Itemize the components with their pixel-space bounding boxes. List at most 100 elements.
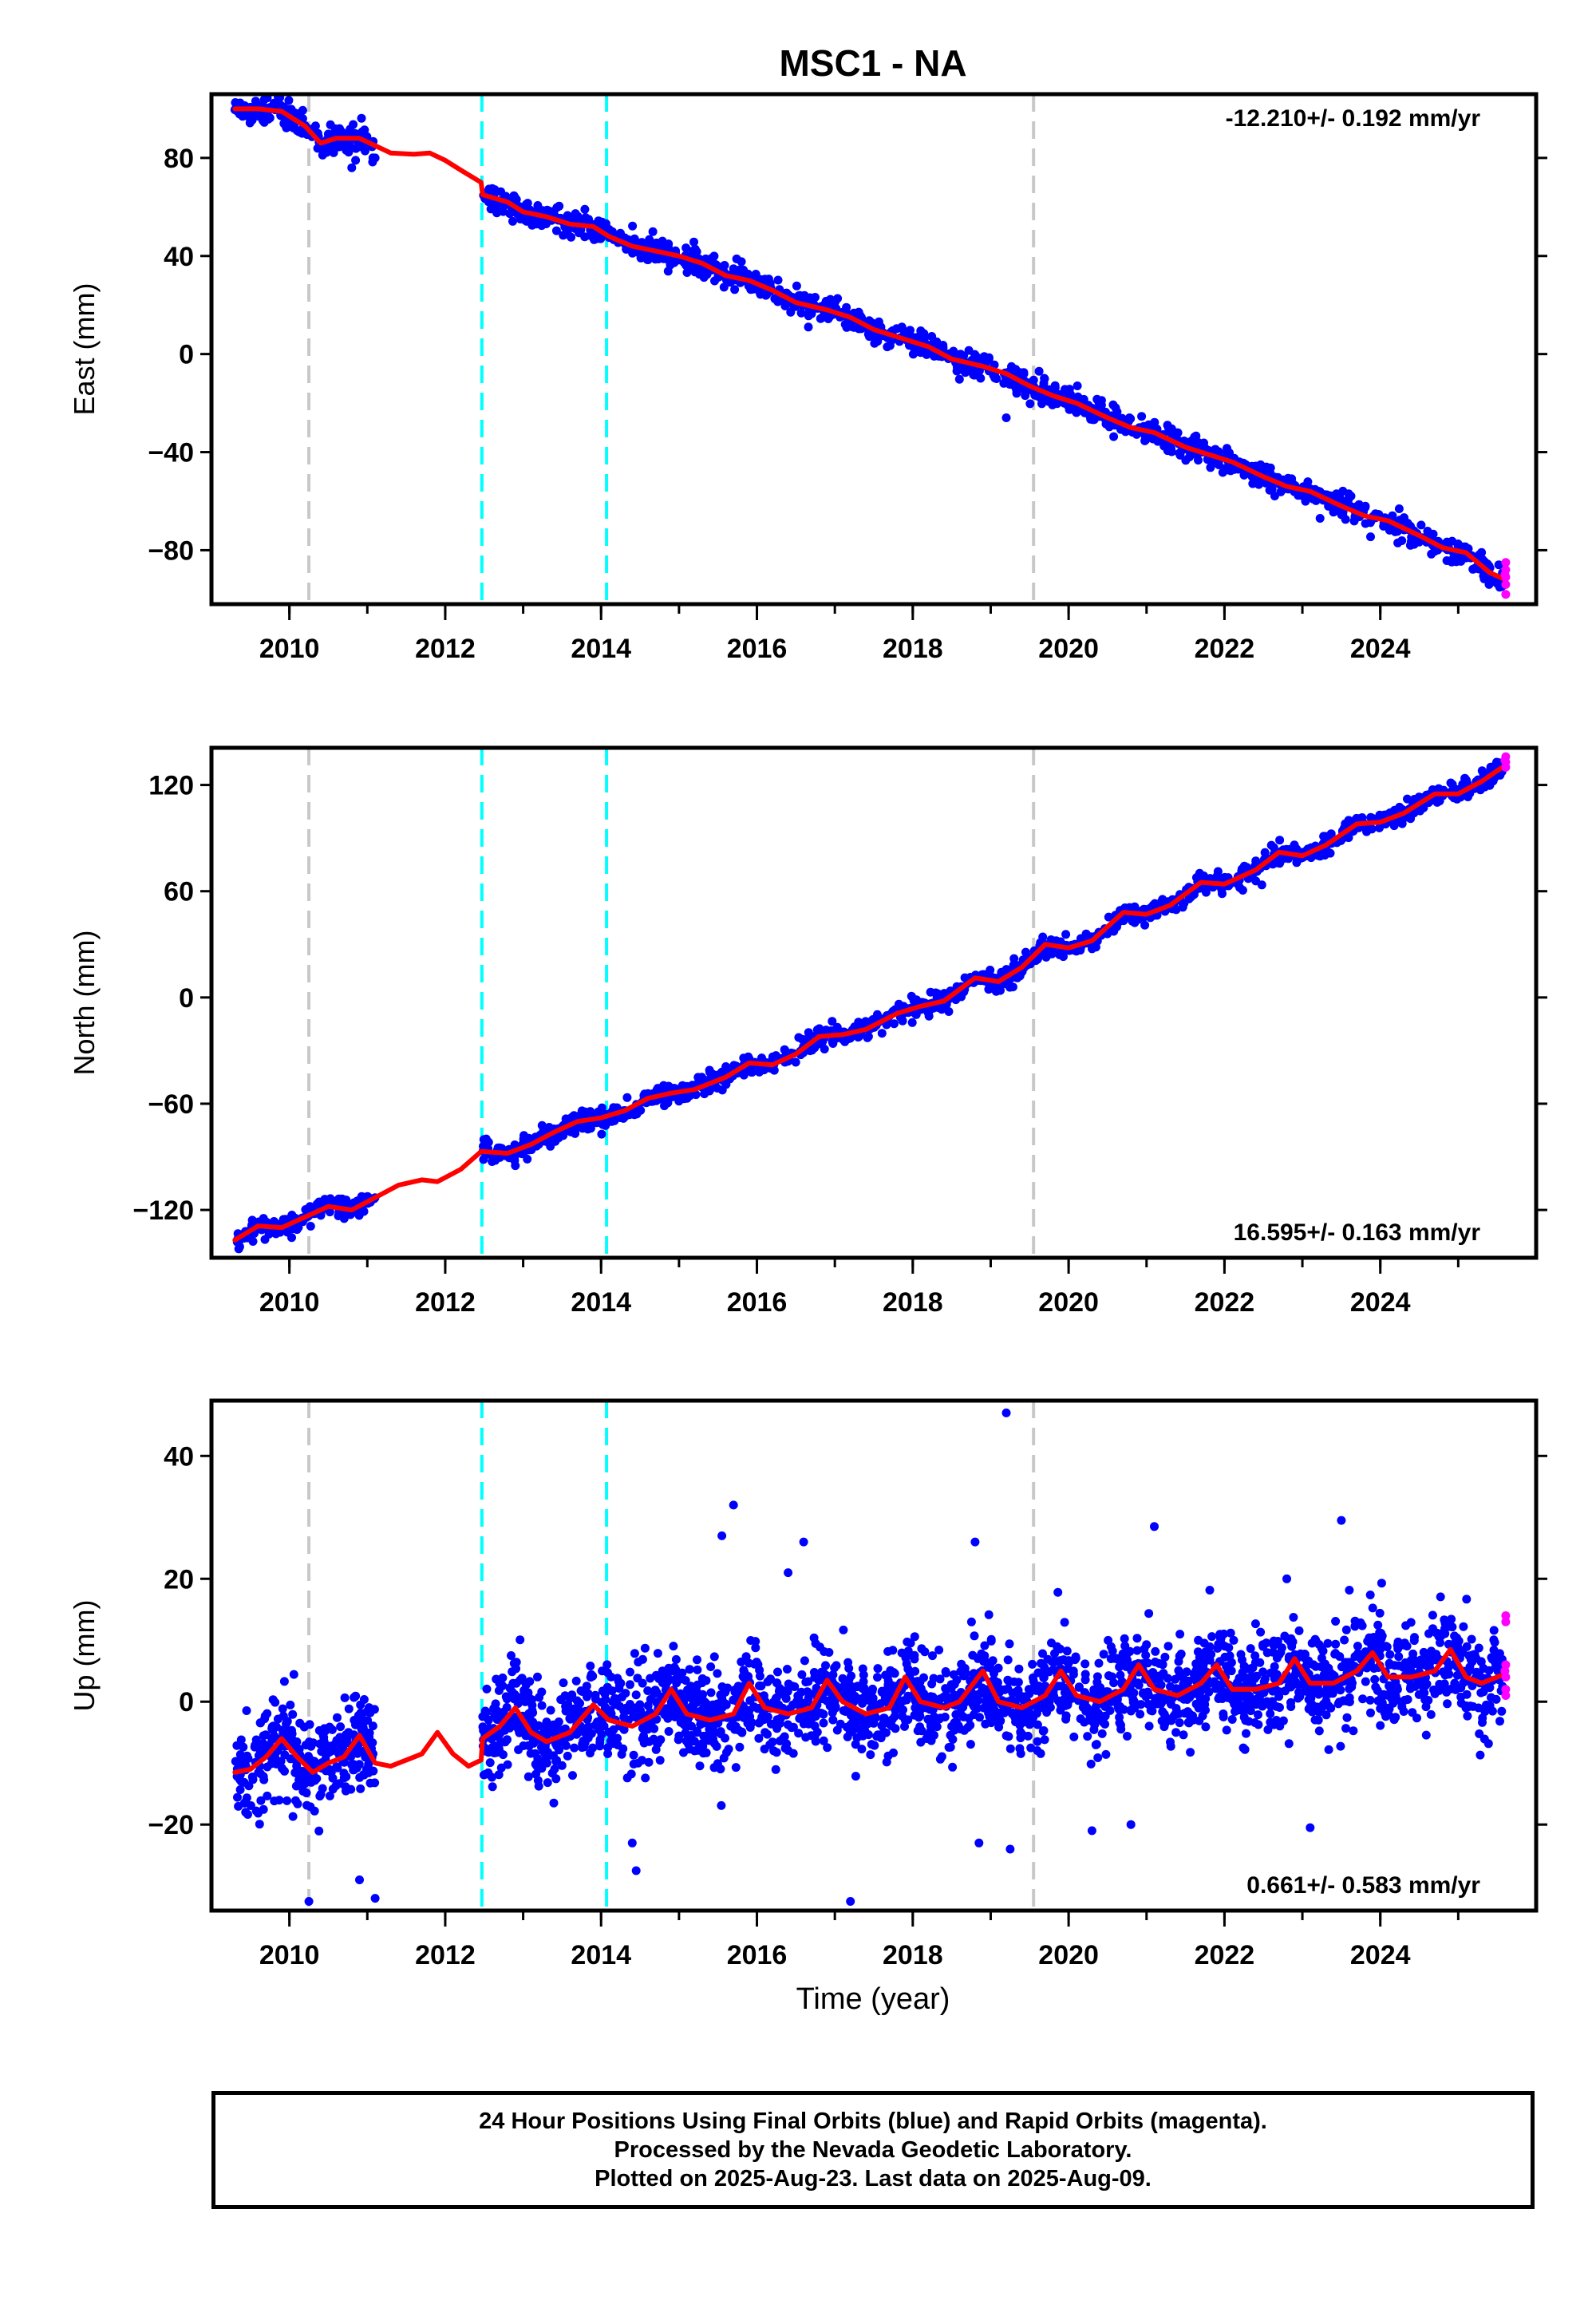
x-tick-label: 2020 <box>1038 634 1099 664</box>
final-orbit-point <box>325 1791 334 1800</box>
final-orbit-point <box>674 1097 684 1106</box>
final-orbit-point <box>1365 824 1375 833</box>
final-orbit-point <box>1207 1632 1217 1642</box>
final-orbit-point <box>1463 1711 1472 1721</box>
final-orbit-points <box>230 94 1508 592</box>
final-orbit-point <box>718 262 728 271</box>
final-orbit-point <box>1275 836 1285 845</box>
final-orbit-point <box>1256 460 1266 469</box>
final-orbit-point <box>287 1233 296 1243</box>
final-orbit-point <box>745 1723 755 1732</box>
final-orbit-point <box>755 1067 764 1077</box>
final-orbit-point <box>681 243 691 253</box>
final-orbit-point <box>508 216 517 226</box>
final-orbit-point <box>1081 929 1091 939</box>
final-orbit-point <box>894 999 903 1009</box>
final-orbit-point <box>763 1729 772 1739</box>
final-orbit-point <box>1430 1689 1440 1698</box>
final-orbit-point <box>488 1782 497 1792</box>
final-orbit-point <box>1074 1682 1084 1692</box>
final-orbit-point <box>839 1706 848 1715</box>
final-orbit-point <box>906 326 915 335</box>
final-orbit-point <box>1377 1631 1387 1641</box>
final-orbit-point <box>1179 1730 1188 1740</box>
final-orbit-point <box>1487 1693 1495 1702</box>
final-orbit-point <box>1358 1694 1368 1704</box>
final-orbit-point <box>792 281 801 290</box>
final-orbit-point <box>1487 1706 1497 1716</box>
final-orbit-point <box>537 1120 547 1130</box>
final-orbit-point <box>699 273 709 283</box>
final-orbit-point <box>851 1740 860 1749</box>
final-orbit-point <box>1151 1646 1160 1656</box>
final-orbit-point <box>603 1749 613 1758</box>
final-orbit-point <box>690 267 700 277</box>
final-orbit-point <box>1335 491 1344 500</box>
final-orbit-point <box>482 1684 492 1694</box>
final-orbit-point <box>760 1715 769 1725</box>
final-orbit-point <box>1132 1646 1142 1655</box>
final-orbit-point <box>838 1674 847 1683</box>
final-orbit-point <box>655 1756 665 1765</box>
final-orbit-point <box>1163 1642 1173 1651</box>
x-tick-label: 2018 <box>883 634 943 664</box>
final-orbit-point <box>816 314 825 323</box>
final-orbit-point <box>1294 1626 1304 1635</box>
final-orbit-point <box>1459 1622 1468 1631</box>
final-orbit-point <box>241 1808 251 1817</box>
final-orbit-point <box>823 298 832 307</box>
final-orbit-point <box>664 1727 674 1736</box>
final-orbit-point <box>638 1678 647 1688</box>
final-orbit-point <box>1130 903 1140 912</box>
model-fit-line <box>232 763 1507 1243</box>
x-tick-label: 2014 <box>571 634 631 664</box>
final-orbit-point <box>1421 1730 1431 1740</box>
final-orbit-point <box>1233 1678 1242 1687</box>
final-orbit-point <box>1067 403 1077 413</box>
final-orbit-point <box>1086 1759 1096 1769</box>
final-orbit-point <box>1186 1748 1195 1757</box>
final-orbit-point <box>887 1721 897 1731</box>
final-orbit-point <box>658 238 667 247</box>
final-orbit-point <box>716 1765 725 1774</box>
final-orbit-point <box>883 1646 893 1656</box>
final-orbit-point <box>1427 1646 1436 1656</box>
final-orbit-point <box>1073 381 1082 390</box>
final-orbit-point <box>1223 446 1232 456</box>
final-orbit-point <box>1284 1739 1294 1749</box>
final-orbit-point <box>290 1768 300 1777</box>
final-orbit-point <box>1489 1626 1499 1635</box>
final-orbit-point <box>717 1800 726 1810</box>
final-orbit-point <box>288 1812 298 1821</box>
final-orbit-point <box>1038 1649 1047 1658</box>
final-orbit-point <box>1419 1647 1428 1657</box>
final-orbit-point <box>347 163 357 172</box>
final-orbit-point <box>1385 1650 1395 1659</box>
final-orbit-point <box>867 1740 876 1749</box>
final-orbit-point <box>873 1673 882 1682</box>
final-orbit-point <box>1380 810 1389 820</box>
final-orbit-point <box>233 1792 242 1802</box>
final-orbit-point <box>751 270 760 279</box>
final-orbit-point <box>1254 1710 1262 1720</box>
final-orbit-point <box>773 275 783 285</box>
final-orbit-point <box>745 1696 755 1705</box>
final-orbit-point <box>1323 1638 1333 1648</box>
x-tick-label: 2010 <box>259 1287 320 1318</box>
y-axis-label: East (mm) <box>68 283 101 416</box>
final-orbit-point <box>1214 447 1223 456</box>
final-orbit-point <box>288 1709 298 1719</box>
final-orbit-point <box>1306 1694 1316 1703</box>
final-orbit-point <box>706 1688 716 1697</box>
final-orbit-point <box>709 1652 719 1662</box>
final-orbit-point <box>1132 429 1141 439</box>
final-orbit-point <box>340 1693 350 1702</box>
final-orbit-point <box>1014 1664 1024 1674</box>
final-orbit-point <box>519 1148 528 1158</box>
final-orbit-point <box>1150 899 1159 908</box>
final-orbit-point <box>314 1826 324 1836</box>
final-orbit-point <box>1029 375 1038 385</box>
final-orbit-point <box>877 1029 887 1038</box>
final-orbit-point <box>1476 1750 1485 1760</box>
